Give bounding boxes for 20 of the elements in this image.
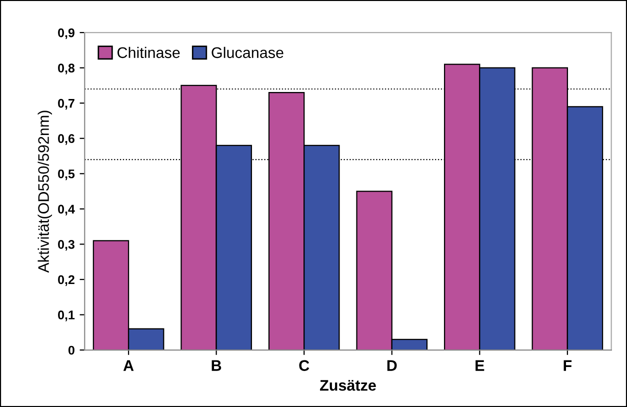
x-tick-label: F [564,360,572,371]
y-tick-label: 0,3 [58,240,74,251]
y-tick-label: 0,8 [58,64,75,74]
y-tick-label: 0,2 [58,275,74,286]
y-tick-label: 0,4 [58,204,75,216]
x-tick-label: C [299,360,310,371]
y-axis-title: Aktivität(OD550/592nm) [38,110,52,273]
x-axis-title: Zusätze [320,380,376,391]
x-tick-label: E [476,360,484,371]
y-tick-label: 0,1 [58,310,75,322]
y-tick-label: 0,9 [58,28,74,40]
x-tick-label: A [123,360,134,371]
y-tick-label: 0 [68,346,74,355]
x-tick-label: B [212,360,222,371]
y-tick-label: 0,5 [58,169,75,180]
legend-label: Chitinase [118,46,180,58]
y-tick-label: 0,7 [58,98,74,110]
x-tick-label: D [387,360,397,371]
legend-label: Glucanase [212,46,284,58]
y-tick-label: 0,6 [58,134,74,145]
